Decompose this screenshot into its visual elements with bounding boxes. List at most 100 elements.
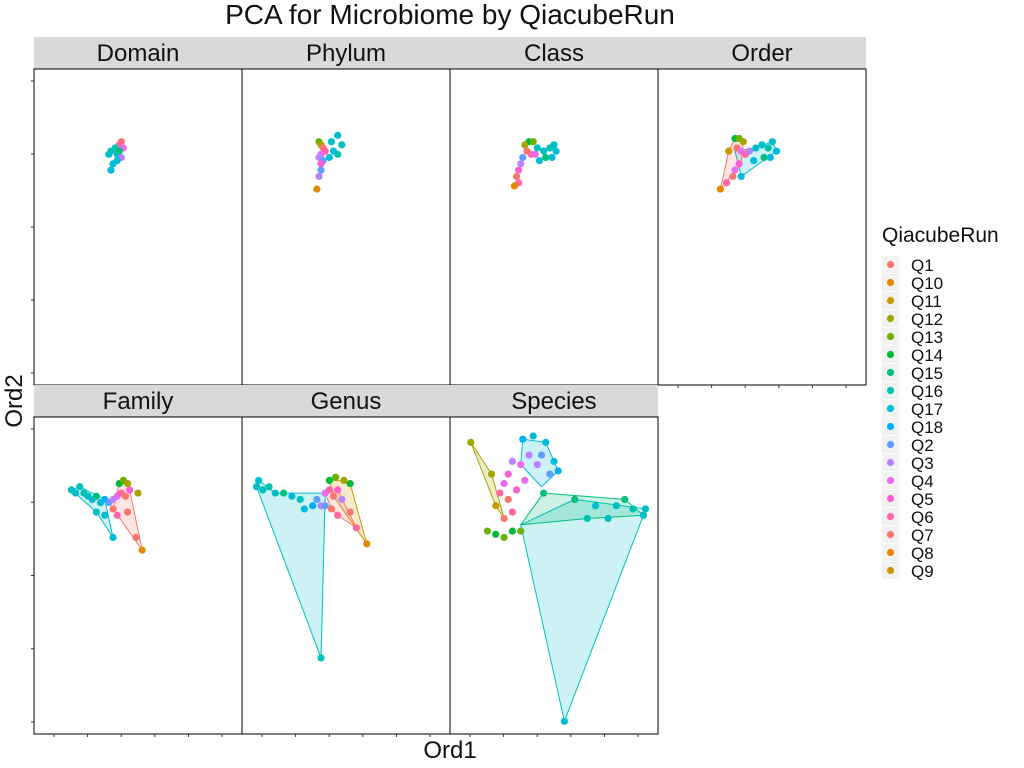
data-point [512, 486, 521, 494]
data-point [315, 172, 323, 181]
legend-label: Q1 [911, 256, 934, 275]
data-point [124, 479, 132, 488]
data-point [766, 153, 774, 162]
data-point [492, 530, 500, 538]
facet-strip [450, 37, 658, 69]
facet-species: Species [449, 385, 659, 737]
facet-strip [242, 385, 450, 417]
data-point [639, 511, 648, 519]
axis-ticks [31, 428, 223, 737]
data-point [550, 457, 558, 465]
data-point [334, 131, 342, 139]
data-point [552, 147, 560, 155]
data-point [612, 502, 621, 510]
facet-strip [34, 385, 242, 417]
legend-swatch [886, 440, 895, 449]
legend-label: Q13 [911, 328, 943, 347]
data-point [735, 160, 743, 168]
data-point [488, 470, 496, 478]
facet-order: Order [657, 37, 867, 388]
data-point [554, 467, 562, 475]
legend-item: Q9 [882, 562, 934, 581]
data-point [317, 166, 325, 174]
axis-ticks [261, 734, 431, 737]
legend-item: Q7 [882, 526, 934, 545]
data-point [134, 489, 142, 497]
legend-item: Q18 [882, 418, 943, 437]
facet-class: Class [449, 37, 659, 386]
data-point [309, 502, 317, 510]
data-point [560, 717, 569, 725]
data-point [113, 511, 121, 519]
data-point [750, 157, 758, 165]
legend-swatch [886, 476, 895, 485]
legend-item: Q5 [882, 490, 934, 509]
data-point [124, 508, 132, 516]
data-point [271, 489, 279, 497]
data-point [138, 546, 146, 554]
data-point [346, 508, 354, 516]
facet-strip-label: Phylum [306, 40, 386, 67]
facet-strip-label: Class [524, 40, 584, 67]
legend-label: Q5 [911, 490, 934, 509]
data-point [739, 138, 747, 146]
data-point [259, 486, 267, 494]
legend-item: Q1 [882, 256, 934, 275]
legend-swatch [886, 350, 895, 359]
data-point [542, 153, 550, 162]
data-point [92, 492, 100, 500]
data-point [325, 153, 333, 162]
facet-family: Family [31, 385, 243, 737]
data-point [521, 476, 529, 484]
data-point [592, 502, 600, 510]
legend-label: Q17 [911, 400, 943, 419]
data-point [126, 486, 134, 494]
legend-entries: Q1Q10Q11Q12Q13Q14Q15Q16Q17Q18Q2Q3Q4Q5Q6Q… [882, 256, 943, 581]
facet-strip [34, 37, 242, 69]
data-point [525, 451, 533, 459]
legend-item: Q6 [882, 508, 934, 527]
data-point [517, 527, 525, 535]
legend-item: Q11 [882, 292, 942, 311]
legend-item: Q13 [882, 328, 943, 347]
data-point [107, 166, 115, 174]
legend-label: Q7 [911, 526, 934, 545]
data-point [512, 172, 521, 181]
legend-label: Q18 [911, 418, 943, 437]
data-point [500, 479, 508, 488]
data-point [363, 540, 371, 548]
data-point [280, 489, 288, 497]
facet-strip [450, 385, 658, 417]
legend-swatch [886, 314, 895, 323]
panel-background [241, 68, 451, 386]
legend-swatch [886, 404, 895, 413]
data-point [115, 147, 123, 155]
data-point [252, 483, 261, 491]
facet-strip [658, 37, 866, 69]
data-point [492, 502, 500, 510]
facet-domain: Domain [31, 37, 243, 386]
data-point [329, 492, 338, 500]
data-point [300, 505, 308, 513]
data-point [325, 476, 333, 484]
data-point [334, 486, 342, 494]
legend-swatch [886, 260, 895, 269]
data-point [604, 514, 612, 523]
data-point [255, 476, 263, 484]
data-point [338, 495, 346, 504]
data-point [510, 182, 519, 190]
facet-strip-label: Species [511, 388, 596, 415]
data-point [92, 508, 100, 516]
facet-genus: Genus [241, 385, 451, 737]
facet-strip [242, 37, 450, 69]
axis-ticks [677, 385, 847, 388]
data-point [508, 527, 516, 535]
data-point [583, 514, 591, 523]
data-point [496, 489, 504, 497]
legend-label: Q6 [911, 508, 934, 527]
data-point [529, 432, 537, 440]
legend-label: Q16 [911, 382, 943, 401]
data-point [346, 479, 354, 488]
legend-item: Q3 [882, 454, 934, 473]
data-point [121, 492, 130, 500]
